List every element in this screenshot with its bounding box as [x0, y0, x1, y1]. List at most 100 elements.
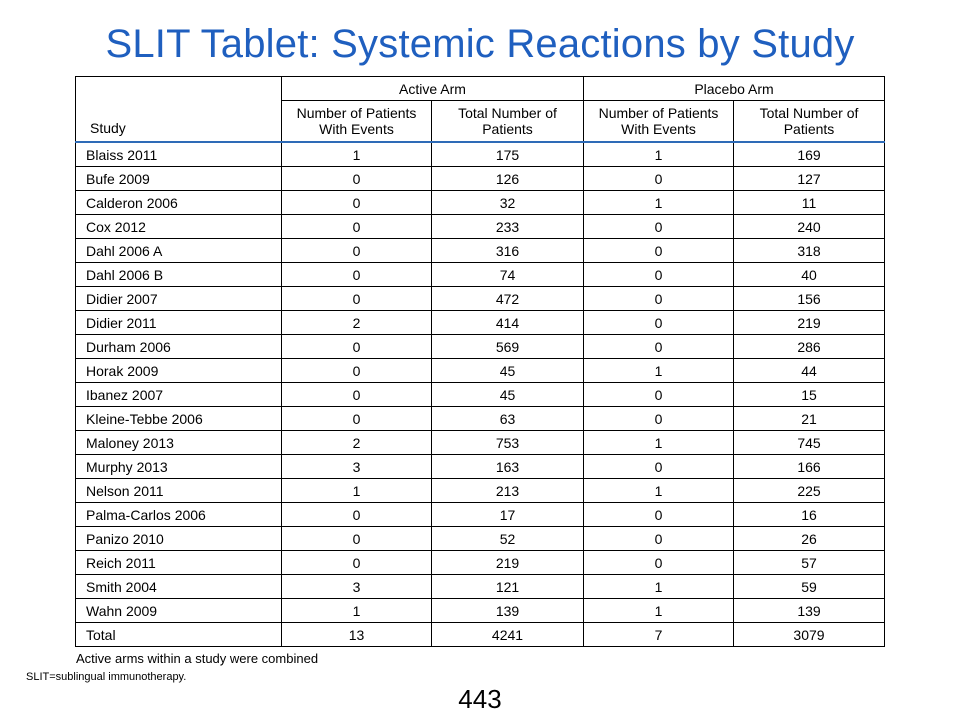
placebo-total-cell: 169 — [733, 141, 885, 167]
total-row: Total 13 4241 7 3079 — [75, 622, 885, 647]
active-events-cell: 0 — [281, 550, 432, 575]
table-row: Dahl 2006 B 0 74 0 40 — [75, 262, 885, 287]
placebo-total-cell: 59 — [733, 574, 885, 599]
study-name-cell: Palma-Carlos 2006 — [75, 502, 282, 527]
active-total-cell: 126 — [431, 166, 584, 191]
placebo-events-cell: 1 — [583, 574, 734, 599]
active-events-cell: 2 — [281, 310, 432, 335]
table-row: Durham 2006 0 569 0 286 — [75, 334, 885, 359]
table-row: Reich 2011 0 219 0 57 — [75, 550, 885, 575]
study-name-cell: Dahl 2006 A — [75, 238, 282, 263]
active-events-cell: 0 — [281, 382, 432, 407]
active-events-cell: 0 — [281, 262, 432, 287]
active-total-cell: 163 — [431, 454, 584, 479]
study-name-cell: Durham 2006 — [75, 334, 282, 359]
study-name-cell: Nelson 2011 — [75, 478, 282, 503]
study-name-cell: Dahl 2006 B — [75, 262, 282, 287]
placebo-total-cell: 57 — [733, 550, 885, 575]
footnote-abbreviation: SLIT=sublingual immunotherapy. — [26, 671, 187, 683]
active-total-cell: 74 — [431, 262, 584, 287]
table-row: Panizo 2010 0 52 0 26 — [75, 526, 885, 551]
active-events-cell: 1 — [281, 478, 432, 503]
active-events-cell: 0 — [281, 286, 432, 311]
active-events-cell: 0 — [281, 166, 432, 191]
study-name-cell: Murphy 2013 — [75, 454, 282, 479]
placebo-total-cell: 286 — [733, 334, 885, 359]
placebo-total-cell: 139 — [733, 598, 885, 623]
placebo-events-cell: 1 — [583, 190, 734, 215]
placebo-events-cell: 0 — [583, 526, 734, 551]
active-total-cell: 472 — [431, 286, 584, 311]
placebo-total-cell: 240 — [733, 214, 885, 239]
placebo-total-cell: 21 — [733, 406, 885, 431]
placebo-events-cell: 0 — [583, 286, 734, 311]
table-row: Horak 2009 0 45 1 44 — [75, 358, 885, 383]
table-row: Nelson 2011 1 213 1 225 — [75, 478, 885, 503]
placebo-events-cell: 0 — [583, 454, 734, 479]
placebo-total-cell: 15 — [733, 382, 885, 407]
placebo-total-cell: 166 — [733, 454, 885, 479]
placebo-events-cell: 1 — [583, 478, 734, 503]
table-row: Didier 2011 2 414 0 219 — [75, 310, 885, 335]
active-total-cell: 139 — [431, 598, 584, 623]
study-name-cell: Kleine-Tebbe 2006 — [75, 406, 282, 431]
placebo-total-cell: 40 — [733, 262, 885, 287]
placebo-total-cell: 225 — [733, 478, 885, 503]
placebo-events-cell: 0 — [583, 550, 734, 575]
active-events-cell: 0 — [281, 406, 432, 431]
placebo-events-cell: 7 — [583, 622, 734, 647]
placebo-events-cell: 0 — [583, 382, 734, 407]
active-events-cell: 0 — [281, 526, 432, 551]
header-sub-row: Number of Patients With Events Total Num… — [76, 100, 885, 143]
study-name-cell: Total — [75, 622, 282, 647]
active-events-cell: 1 — [281, 141, 432, 167]
study-name-cell: Reich 2011 — [75, 550, 282, 575]
placebo-events-cell: 0 — [583, 238, 734, 263]
placebo-events-cell: 0 — [583, 502, 734, 527]
table-row: Murphy 2013 3 163 0 166 — [75, 454, 885, 479]
placebo-total-cell: 16 — [733, 502, 885, 527]
placebo-total-cell: 219 — [733, 310, 885, 335]
study-name-cell: Horak 2009 — [75, 358, 282, 383]
active-events-cell: 0 — [281, 358, 432, 383]
placebo-total-cell: 745 — [733, 430, 885, 455]
active-events-cell: 13 — [281, 622, 432, 647]
active-events-header: Number of Patients With Events — [281, 100, 432, 143]
active-events-cell: 0 — [281, 502, 432, 527]
placebo-events-cell: 1 — [583, 598, 734, 623]
placebo-events-cell: 1 — [583, 430, 734, 455]
active-events-cell: 0 — [281, 238, 432, 263]
placebo-events-cell: 0 — [583, 166, 734, 191]
study-name-cell: Calderon 2006 — [75, 190, 282, 215]
placebo-total-cell: 44 — [733, 358, 885, 383]
table-row: Maloney 2013 2 753 1 745 — [75, 430, 885, 455]
slide-title: SLIT Tablet: Systemic Reactions by Study — [105, 22, 855, 66]
systemic-reactions-table: Study Active Arm Placebo Arm Number of P… — [75, 76, 885, 647]
active-total-cell: 753 — [431, 430, 584, 455]
active-total-cell: 63 — [431, 406, 584, 431]
study-name-cell: Maloney 2013 — [75, 430, 282, 455]
study-name-cell: Smith 2004 — [75, 574, 282, 599]
active-total-cell: 219 — [431, 550, 584, 575]
active-total-cell: 4241 — [431, 622, 584, 647]
table-body: Blaiss 2011 1 175 1 169 Bufe 2009 0 126 0 127 Cald… — [75, 141, 885, 647]
active-total-cell: 213 — [431, 478, 584, 503]
placebo-total-cell: 26 — [733, 526, 885, 551]
active-arm-header: Active Arm — [281, 76, 584, 101]
table-row: Didier 2007 0 472 0 156 — [75, 286, 885, 311]
placebo-events-cell: 0 — [583, 214, 734, 239]
placebo-total-cell: 156 — [733, 286, 885, 311]
active-total-cell: 175 — [431, 141, 584, 167]
study-name-cell: Wahn 2009 — [75, 598, 282, 623]
study-name-cell: Didier 2007 — [75, 286, 282, 311]
active-total-cell: 32 — [431, 190, 584, 215]
active-total-cell: 569 — [431, 334, 584, 359]
study-name-cell: Panizo 2010 — [75, 526, 282, 551]
footnote-combined: Active arms within a study were combined — [76, 651, 319, 666]
table-row: Cox 2012 0 233 0 240 — [75, 214, 885, 239]
table-row: Smith 2004 3 121 1 59 — [75, 574, 885, 599]
active-events-cell: 1 — [281, 598, 432, 623]
active-total-cell: 45 — [431, 382, 584, 407]
active-total-header: Total Number of Patients — [431, 100, 584, 143]
active-events-cell: 3 — [281, 574, 432, 599]
